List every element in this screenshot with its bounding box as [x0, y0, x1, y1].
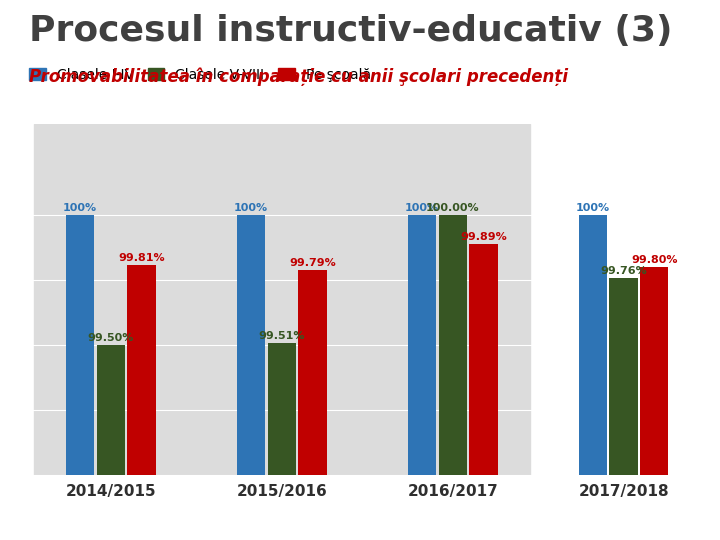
Bar: [127, 265, 156, 475]
Bar: [237, 215, 265, 475]
Bar: [268, 342, 296, 475]
Text: 99.76%: 99.76%: [600, 266, 647, 275]
Bar: [298, 270, 327, 475]
Text: 99.79%: 99.79%: [289, 258, 336, 268]
Text: 9: 9: [37, 85, 46, 99]
Text: 100%: 100%: [63, 203, 97, 213]
Text: Promovabilitatea în comparație cu anii şcolari precedenți: Promovabilitatea în comparație cu anii ş…: [29, 68, 568, 86]
Bar: [66, 215, 94, 475]
Text: 100%: 100%: [234, 203, 268, 213]
Bar: [34, 124, 530, 475]
Text: 99.50%: 99.50%: [88, 333, 134, 343]
Legend: Clasele I-IV, Clasele V-VIII, Pe şcoală: Clasele I-IV, Clasele V-VIII, Pe şcoală: [29, 68, 372, 82]
Text: 99.81%: 99.81%: [118, 253, 165, 262]
Bar: [438, 215, 467, 475]
Text: 99.51%: 99.51%: [258, 330, 305, 341]
Bar: [469, 244, 498, 475]
Text: 99.80%: 99.80%: [631, 255, 678, 265]
Text: 100%: 100%: [576, 203, 610, 213]
Text: Procesul instructiv-educativ (3): Procesul instructiv-educativ (3): [29, 14, 672, 48]
Text: 100.00%: 100.00%: [426, 203, 480, 213]
Bar: [609, 278, 638, 475]
Bar: [408, 215, 436, 475]
Bar: [640, 267, 668, 475]
Text: 99.89%: 99.89%: [460, 232, 507, 242]
Bar: [579, 215, 607, 475]
Text: 100%: 100%: [405, 203, 439, 213]
Bar: [96, 345, 125, 475]
